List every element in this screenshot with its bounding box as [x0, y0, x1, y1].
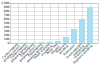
svg-text:200: 200: [4, 33, 10, 37]
svg-text:1,000: 1,000: [1, 1, 10, 5]
svg-text:700: 700: [4, 13, 10, 17]
svg-text:800: 800: [4, 9, 10, 13]
svg-text:0: 0: [8, 41, 10, 45]
svg-text:400: 400: [4, 25, 10, 29]
svg-text:900: 900: [4, 5, 10, 9]
svg-text:300: 300: [4, 29, 10, 33]
svg-text:500: 500: [4, 21, 10, 25]
svg-text:100: 100: [4, 37, 10, 41]
svg-text:Thermoplasticfilament winding: Thermoplasticfilament winding: [70, 42, 93, 65]
svg-text:600: 600: [4, 17, 10, 21]
